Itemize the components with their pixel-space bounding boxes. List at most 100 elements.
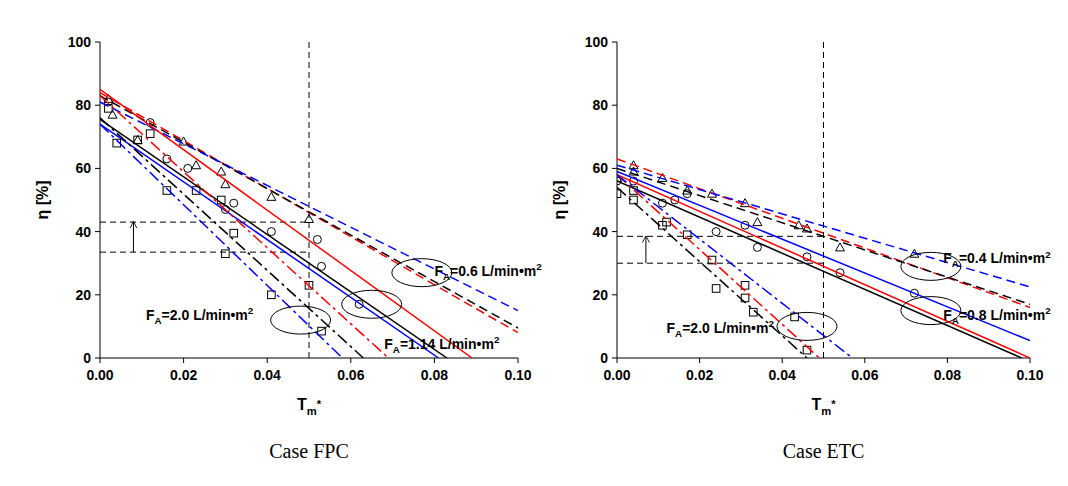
data-point: [836, 243, 845, 251]
x-tick: [699, 358, 700, 363]
fit-line: [100, 93, 518, 333]
text-sub: A: [675, 328, 682, 339]
y-tick-label: 80: [75, 97, 91, 113]
text-sup: 2: [1045, 305, 1051, 316]
annotation: FA=0.6 L/min•m2: [434, 261, 542, 282]
y-tick-label: 100: [68, 34, 92, 50]
x-tick: [100, 358, 101, 363]
fit-line: [617, 187, 807, 358]
arrow: [133, 222, 134, 252]
y-tick: [612, 358, 617, 359]
fit-line: [100, 102, 518, 311]
annotation-ellipse: [777, 312, 837, 340]
reference-hline: [100, 222, 309, 223]
y-tick-label: 60: [75, 160, 91, 176]
annotation: FA=2.0 L/min•m2: [667, 318, 775, 339]
x-tick-label: 0.02: [686, 367, 713, 383]
reference-vline: [309, 42, 310, 358]
y-tick: [95, 42, 100, 43]
reference-hline: [617, 236, 824, 237]
x-tick: [183, 358, 184, 363]
y-tick: [95, 294, 100, 295]
y-tick-label: 60: [592, 160, 608, 176]
data-point: [753, 243, 761, 251]
x-tick: [1030, 358, 1031, 363]
y-tick-label: 80: [592, 97, 608, 113]
text-part: =2.0 L/min•m: [162, 307, 248, 323]
data-point: [230, 199, 238, 207]
x-tick-label: 0.06: [851, 367, 878, 383]
fit-line: [100, 119, 447, 358]
fit-line: [617, 175, 819, 358]
text-sub: A: [952, 315, 959, 326]
annotation-ellipse: [901, 252, 961, 280]
x-tick-label: 0.06: [337, 367, 364, 383]
x-tick-label: 0.04: [254, 367, 281, 383]
annotation: FA=2.0 L/min•m2: [146, 305, 254, 326]
y-tick-label: 0: [83, 350, 91, 366]
reference-vline: [823, 42, 824, 358]
x-tick: [434, 358, 435, 363]
text-sup: 2: [768, 318, 774, 329]
annotation: FA=0.4 L/min•m2: [943, 249, 1051, 270]
x-tick-label: 0.08: [934, 367, 961, 383]
x-tick-label: 0.10: [1016, 367, 1043, 383]
text-sup: 2: [494, 334, 500, 345]
fit-line: [617, 168, 1030, 304]
data-point: [230, 229, 238, 237]
annotation-ellipse: [342, 290, 402, 318]
y-axis: [617, 42, 618, 358]
text-sub: A: [952, 258, 959, 269]
x-tick-label: 0.00: [86, 367, 113, 383]
y-tick-label: 20: [75, 287, 91, 303]
y-tick: [612, 294, 617, 295]
text-sub: A: [393, 344, 400, 355]
fit-line: [100, 96, 388, 358]
text-sub: A: [443, 271, 450, 282]
data-point: [712, 228, 720, 236]
x-tick: [617, 358, 618, 363]
text-part: =0.8 L/min•m: [959, 307, 1045, 323]
x-tick-label: 0.02: [170, 367, 197, 383]
x-tick-label: 0.04: [769, 367, 796, 383]
background: [0, 0, 1068, 486]
text-sup: 2: [536, 261, 542, 272]
y-axis-label: η [%]: [551, 180, 568, 219]
x-tick: [350, 358, 351, 363]
x-tick: [864, 358, 865, 363]
text-part: =0.4 L/min•m: [959, 250, 1045, 266]
x-tick: [518, 358, 519, 363]
reference-hline: [100, 252, 309, 253]
x-axis-label: Tm*: [811, 396, 836, 417]
text-sub: m: [307, 405, 317, 417]
fit-line: [100, 96, 518, 328]
x-tick: [267, 358, 268, 363]
text-part: =0.6 L/min•m: [450, 263, 536, 279]
arrow: [645, 236, 646, 263]
plot-area: [100, 42, 518, 358]
y-tick: [612, 42, 617, 43]
fit-line: [100, 124, 342, 358]
x-axis-label: Tm*: [297, 396, 322, 417]
annotation: FA=1.14 L/min•m2: [384, 334, 500, 355]
panel: 0.000.020.040.060.080.10020406080100Tm*η…: [34, 34, 542, 462]
text-sub: m: [821, 405, 831, 417]
y-tick: [95, 358, 100, 359]
text-part: =2.0 L/min•m: [682, 320, 768, 336]
x-tick: [947, 358, 948, 363]
figure: 0.00 0.02 0.04 0.06 0.08 0.10 0 20 40 60 80 100 Tm* η…: [0, 0, 1068, 486]
caption: Case ETC: [783, 440, 865, 462]
y-tick: [612, 231, 617, 232]
data-point: [305, 214, 314, 222]
text-sup: *: [317, 398, 322, 410]
y-tick: [612, 168, 617, 169]
y-tick: [612, 105, 617, 106]
text-sub: A: [155, 315, 162, 326]
text-part: =1.14 L/min•m: [400, 336, 494, 352]
annotation: FA=0.8 L/min•m2: [943, 305, 1051, 326]
y-tick-label: 40: [592, 224, 608, 240]
x-tick-label: 0.10: [504, 367, 531, 383]
data-point: [313, 236, 321, 244]
fit-line: [100, 118, 363, 358]
data-point: [712, 285, 720, 293]
